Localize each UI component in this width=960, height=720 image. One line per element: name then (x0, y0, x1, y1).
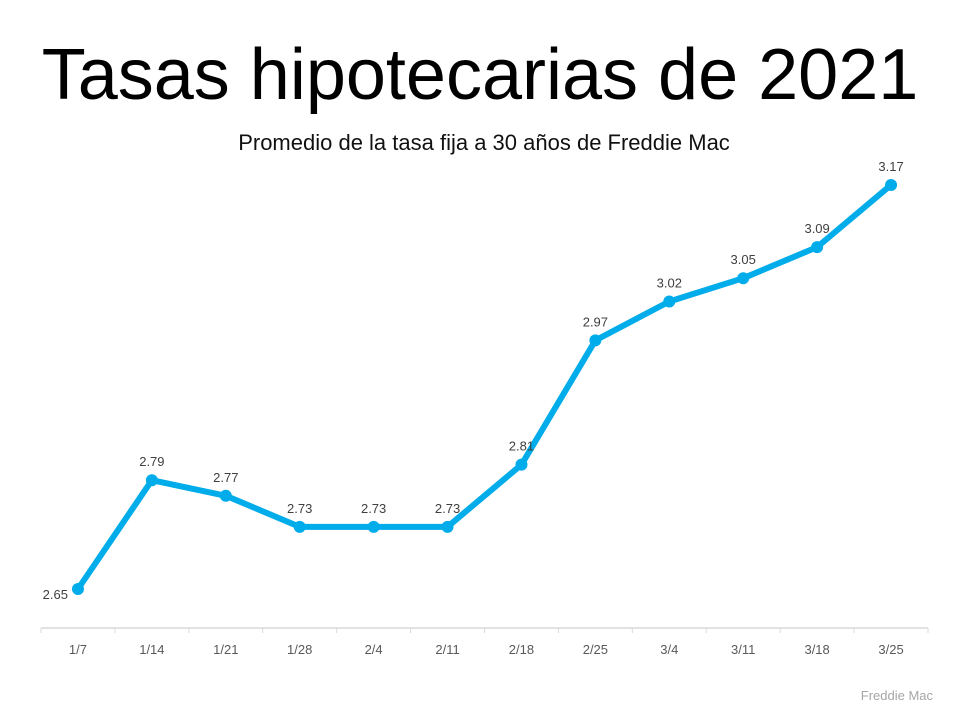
data-point-marker (441, 520, 454, 533)
data-label: 3.05 (731, 252, 756, 267)
data-point-marker (885, 178, 898, 191)
x-tick-label: 3/18 (804, 642, 829, 657)
x-tick-label: 3/25 (878, 642, 903, 657)
data-point-marker (219, 489, 232, 502)
x-tick-label: 3/4 (660, 642, 678, 657)
x-tick-label: 2/11 (435, 642, 459, 657)
x-tick-label: 1/14 (139, 642, 164, 657)
data-label: 2.77 (213, 470, 238, 485)
x-tick-label: 2/25 (583, 642, 608, 657)
data-label: 3.09 (804, 221, 829, 236)
data-point-marker (145, 474, 158, 487)
data-label: 2.97 (583, 314, 608, 329)
chart-subtitle: Promedio de la tasa fija a 30 años de Fr… (238, 130, 730, 155)
x-tick-label: 1/7 (69, 642, 87, 657)
data-point-marker (737, 272, 750, 285)
x-tick-label: 3/11 (731, 642, 755, 657)
data-label: 3.02 (657, 276, 682, 291)
source-label: Freddie Mac (860, 688, 933, 703)
data-label: 2.65 (43, 587, 68, 602)
data-point-marker (71, 583, 84, 595)
data-label: 3.17 (878, 159, 903, 174)
x-tick-label: 2/18 (509, 642, 534, 657)
data-label: 2.73 (361, 501, 386, 516)
data-point-marker (293, 520, 306, 533)
data-point-marker (811, 241, 824, 254)
data-point-marker (589, 334, 602, 347)
data-point-marker (515, 458, 528, 471)
rate-line (74, 181, 895, 592)
data-point-marker (663, 295, 676, 308)
data-point-marker (367, 520, 380, 533)
chart-title: Tasas hipotecarias de 2021 (41, 35, 919, 115)
data-label: 2.81 (509, 439, 534, 454)
data-label: 2.73 (287, 501, 312, 516)
data-label: 2.73 (435, 501, 460, 516)
x-tick-label: 1/21 (213, 642, 238, 657)
data-label: 2.79 (139, 454, 164, 469)
x-tick-label: 2/4 (365, 642, 383, 657)
x-tick-label: 1/28 (287, 642, 312, 657)
